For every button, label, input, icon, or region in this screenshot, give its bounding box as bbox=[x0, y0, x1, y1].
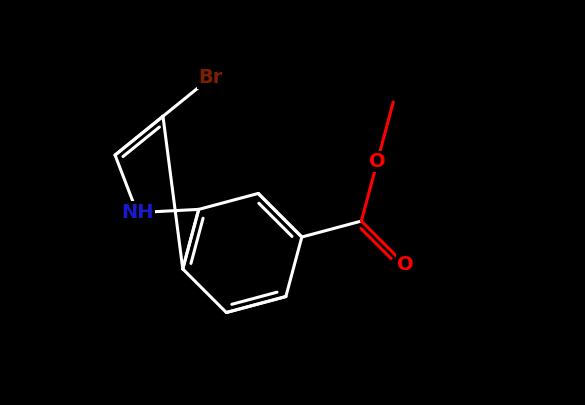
Text: O: O bbox=[369, 152, 386, 171]
Text: NH: NH bbox=[121, 203, 153, 222]
Text: Br: Br bbox=[199, 68, 223, 87]
Text: O: O bbox=[397, 255, 413, 274]
